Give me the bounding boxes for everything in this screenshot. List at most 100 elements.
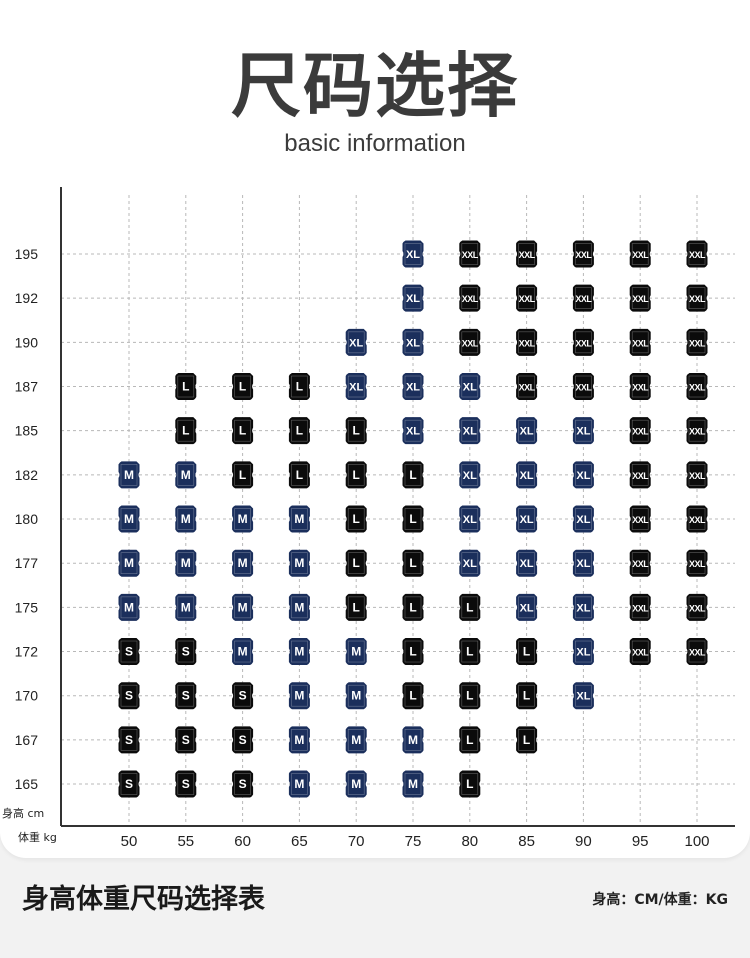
badge-border <box>461 508 479 530</box>
size-badge-l: L <box>345 461 367 489</box>
badge-border <box>291 552 308 574</box>
badge-shape <box>288 682 310 710</box>
badge-border <box>575 375 592 398</box>
badge-shape <box>345 461 367 489</box>
badge-shape <box>516 284 538 312</box>
y-tick-label: 172 <box>15 644 39 660</box>
badge-shape <box>175 549 197 577</box>
size-badge-l: L <box>459 726 481 754</box>
size-badge-m: M <box>175 549 197 577</box>
badge-shape <box>345 373 367 401</box>
size-badge-l: L <box>402 682 424 710</box>
badge-shape <box>175 638 197 666</box>
badge-border <box>518 331 535 354</box>
badge-border <box>461 287 479 309</box>
y-tick-label: 170 <box>15 688 39 704</box>
badge-label: XL <box>406 249 420 261</box>
badge-label: M <box>351 733 361 747</box>
badge-border <box>575 640 592 663</box>
size-badge-xxl: XXL <box>629 284 651 312</box>
size-badge-m: M <box>232 638 254 666</box>
x-tick-label: 65 <box>291 833 308 850</box>
badge-label: L <box>409 468 416 482</box>
badge-border <box>120 552 138 574</box>
badge-shape <box>402 505 424 533</box>
size-badge-xxl: XXL <box>686 417 708 445</box>
badge-border <box>631 596 649 619</box>
badge-shape <box>516 373 538 401</box>
badge-label: XXL <box>519 294 536 304</box>
badge-shape <box>516 726 538 754</box>
badge-border <box>404 684 422 707</box>
badge-label: L <box>523 645 530 659</box>
size-badge-l: L <box>175 417 197 445</box>
y-tick-label: 167 <box>15 732 39 748</box>
badge-border <box>347 419 365 442</box>
badge-shape <box>175 770 197 798</box>
badge-border <box>461 331 479 354</box>
badge-border <box>347 552 365 574</box>
badge-label: L <box>353 556 360 570</box>
badge-label: L <box>466 645 473 659</box>
size-badge-xxl: XXL <box>629 638 651 666</box>
badge-shape <box>459 284 481 312</box>
badge-label: S <box>239 733 247 747</box>
badge-label: M <box>124 512 134 526</box>
badge-shape <box>118 682 140 710</box>
size-badge-l: L <box>459 638 481 666</box>
size-badge-s: S <box>118 638 140 666</box>
badge-border <box>688 287 706 309</box>
badge-label: M <box>408 777 418 791</box>
badge-border <box>688 419 706 442</box>
size-badge-xxl: XXL <box>629 593 651 621</box>
badge-shape <box>459 638 481 666</box>
badge-shape <box>175 726 197 754</box>
badge-border <box>347 640 365 663</box>
badge-label: L <box>409 689 416 703</box>
badge-label: M <box>124 556 134 570</box>
badge-shape <box>402 240 424 268</box>
y-tick-label: 190 <box>15 334 39 350</box>
x-tick-label: 55 <box>177 833 194 850</box>
badge-border <box>575 331 592 354</box>
badge-shape <box>459 417 481 445</box>
size-badge-xl: XL <box>572 417 594 445</box>
size-badge-xxl: XXL <box>516 373 538 401</box>
badge-shape <box>629 328 651 356</box>
badge-shape <box>288 638 310 666</box>
size-badge-xl: XL <box>345 373 367 401</box>
badge-border <box>120 596 138 619</box>
badge-border <box>461 729 479 751</box>
badge-border <box>631 508 649 530</box>
size-badge-m: M <box>175 593 197 621</box>
badge-shape <box>516 505 538 533</box>
badge-label: XXL <box>575 250 592 260</box>
badge-label: XXL <box>575 294 592 304</box>
badge-border <box>120 729 138 751</box>
badge-label: XL <box>406 337 420 349</box>
badge-shape <box>288 593 310 621</box>
badge-border <box>575 419 592 442</box>
badge-label: XL <box>576 647 590 659</box>
badge-shape <box>118 549 140 577</box>
size-badge-l: L <box>232 373 254 401</box>
badge-border <box>234 773 251 795</box>
size-badge-s: S <box>175 726 197 754</box>
badge-label: XL <box>576 514 590 526</box>
badge-label: XXL <box>689 603 706 613</box>
footer-title: 身高体重尺码选择表 <box>22 884 265 915</box>
size-badge-xxl: XXL <box>516 240 538 268</box>
badge-label: XXL <box>462 338 479 348</box>
badge-border <box>575 684 592 707</box>
badge-label: XL <box>463 382 477 394</box>
badge-border <box>404 773 422 795</box>
badge-border <box>177 596 195 619</box>
size-badge-m: M <box>288 682 310 710</box>
badge-label: M <box>181 556 191 570</box>
size-badge-l: L <box>459 593 481 621</box>
badge-shape <box>402 461 424 489</box>
badge-shape <box>232 373 254 401</box>
badge-label: S <box>182 689 190 703</box>
size-badge-l: L <box>288 417 310 445</box>
badge-shape <box>118 505 140 533</box>
